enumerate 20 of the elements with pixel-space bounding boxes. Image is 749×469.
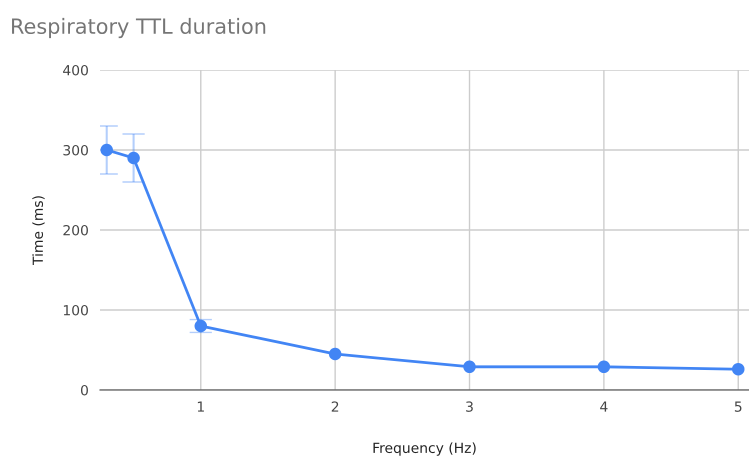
point [194, 320, 208, 332]
y-tick-label: 300 [63, 144, 88, 156]
point [100, 144, 113, 156]
y-tick-label: 400 [63, 64, 88, 76]
y-tick-label: 200 [63, 224, 88, 236]
x-tick-label: 3 [466, 401, 473, 412]
y-tick-label: 100 [64, 304, 88, 316]
x-axis-title: Frequency (Hz) [373, 442, 476, 456]
point [463, 360, 476, 374]
x-tick-label: 1 [198, 402, 204, 412]
x-tick-label: 4 [600, 402, 608, 412]
point [598, 360, 610, 374]
point [732, 362, 744, 376]
y-tick-label: 0 [80, 384, 88, 396]
point [127, 152, 140, 164]
x-tick-label: 5 [734, 402, 742, 412]
chart-title: Respiratory TTL duration [12, 18, 266, 38]
point [328, 348, 342, 360]
y-axis-title: Time (ms) [32, 196, 45, 266]
x-tick-label: 2 [332, 401, 338, 412]
